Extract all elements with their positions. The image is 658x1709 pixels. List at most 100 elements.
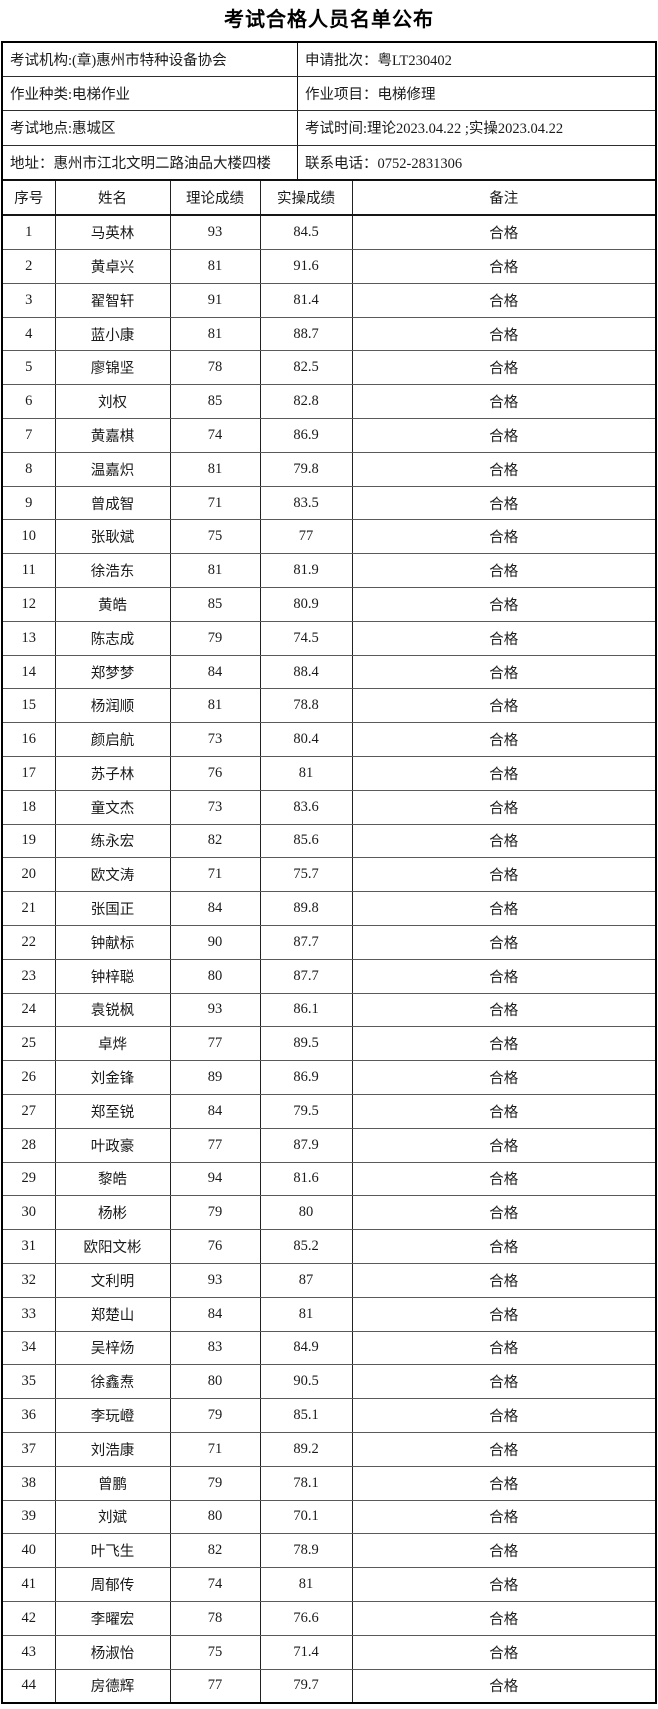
cell-serial: 12	[3, 587, 55, 622]
table-row: 14 郑梦梦 84 88.4 合格	[3, 655, 655, 690]
cell-remark: 合格	[351, 621, 655, 656]
cell-practical-score: 86.9	[259, 1060, 352, 1095]
cell-remark: 合格	[351, 1364, 655, 1400]
application-batch: 申请批次：粤LT230402	[297, 43, 655, 77]
address: 地址：惠州市江北文明二路油品大楼四楼	[10, 155, 271, 172]
exam-location: 考试地点:惠城区	[10, 121, 116, 138]
cell-remark: 合格	[351, 1466, 655, 1501]
cell-theory-score: 85	[169, 587, 260, 622]
cell-name: 徐鑫焘	[54, 1364, 170, 1400]
cell-name: 郑楚山	[54, 1297, 170, 1332]
cell-practical-score: 81	[259, 1567, 352, 1602]
cell-name: 杨润顺	[54, 688, 170, 724]
results-table: 序号 姓名 理论成绩 实操成绩 备注 1 马英林 93 84.5 合格 2 黄卓…	[3, 180, 655, 1703]
cell-serial: 42	[3, 1601, 55, 1636]
document-table: 考试机构:(章)惠州市特种设备协会 申请批次：粤LT230402 作业种类:电梯…	[1, 41, 657, 1705]
cell-serial: 3	[3, 283, 55, 318]
table-row: 15 杨润顺 81 78.8 合格	[3, 688, 655, 724]
cell-name: 廖锦坚	[54, 350, 170, 386]
table-row: 6 刘权 85 82.8 合格	[3, 384, 655, 420]
cell-practical-score: 70.1	[259, 1500, 352, 1535]
table-row: 40 叶飞生 82 78.9 合格	[3, 1533, 655, 1569]
cell-theory-score: 81	[169, 317, 260, 352]
table-row: 10 张耿斌 75 77 合格	[3, 519, 655, 555]
cell-remark: 合格	[351, 1229, 655, 1264]
table-row: 3 翟智轩 91 81.4 合格	[3, 283, 655, 318]
cell-remark: 合格	[351, 993, 655, 1028]
cell-remark: 合格	[351, 756, 655, 791]
table-row: 5 廖锦坚 78 82.5 合格	[3, 350, 655, 386]
column-header-name: 姓名	[54, 180, 170, 217]
cell-serial: 37	[3, 1432, 55, 1467]
table-row: 38 曾鹏 79 78.1 合格	[3, 1466, 655, 1501]
cell-serial: 35	[3, 1364, 55, 1400]
table-row: 9 曾成智 71 83.5 合格	[3, 486, 655, 521]
cell-practical-score: 85.6	[259, 824, 352, 859]
table-row: 28 叶政豪 77 87.9 合格	[3, 1128, 655, 1163]
cell-theory-score: 94	[169, 1162, 260, 1197]
cell-practical-score: 87.9	[259, 1128, 352, 1163]
cell-practical-score: 81	[259, 756, 352, 791]
cell-theory-score: 77	[169, 1669, 260, 1703]
cell-serial: 20	[3, 857, 55, 893]
cell-theory-score: 81	[169, 688, 260, 724]
cell-name: 杨淑怡	[54, 1635, 170, 1670]
cell-serial: 17	[3, 756, 55, 791]
cell-theory-score: 93	[169, 993, 260, 1028]
cell-theory-score: 74	[169, 418, 260, 453]
cell-theory-score: 80	[169, 959, 260, 994]
cell-serial: 6	[3, 384, 55, 420]
cell-theory-score: 77	[169, 1128, 260, 1163]
cell-practical-score: 87.7	[259, 959, 352, 994]
cell-practical-score: 88.4	[259, 655, 352, 690]
cell-practical-score: 89.8	[259, 891, 352, 926]
cell-practical-score: 89.2	[259, 1432, 352, 1467]
cell-practical-score: 79.5	[259, 1094, 352, 1129]
cell-remark: 合格	[351, 688, 655, 724]
cell-remark: 合格	[351, 215, 655, 251]
cell-serial: 4	[3, 317, 55, 352]
cell-theory-score: 84	[169, 1094, 260, 1129]
cell-serial: 24	[3, 993, 55, 1028]
cell-remark: 合格	[351, 587, 655, 622]
column-header-remark: 备注	[351, 180, 655, 217]
cell-remark: 合格	[351, 553, 655, 589]
cell-name: 欧文涛	[54, 857, 170, 893]
cell-practical-score: 87	[259, 1263, 352, 1298]
cell-theory-score: 81	[169, 249, 260, 284]
cell-theory-score: 84	[169, 891, 260, 926]
cell-practical-score: 82.8	[259, 384, 352, 420]
cell-remark: 合格	[351, 1162, 655, 1197]
table-row: 1 马英林 93 84.5 合格	[3, 215, 655, 251]
cell-theory-score: 79	[169, 1398, 260, 1433]
cell-theory-score: 91	[169, 283, 260, 318]
cell-remark: 合格	[351, 1297, 655, 1332]
cell-remark: 合格	[351, 1533, 655, 1569]
cell-name: 房德辉	[54, 1669, 170, 1703]
table-row: 29 黎皓 94 81.6 合格	[3, 1162, 655, 1197]
cell-remark: 合格	[351, 655, 655, 690]
cell-theory-score: 90	[169, 925, 260, 960]
cell-practical-score: 87.7	[259, 925, 352, 960]
cell-theory-score: 93	[169, 215, 260, 251]
table-row: 11 徐浩东 81 81.9 合格	[3, 553, 655, 589]
table-row: 34 吴梓炀 83 84.9 合格	[3, 1331, 655, 1366]
cell-serial: 5	[3, 350, 55, 386]
cell-name: 黎皓	[54, 1162, 170, 1197]
cell-serial: 31	[3, 1229, 55, 1264]
cell-name: 杨彬	[54, 1195, 170, 1231]
cell-theory-score: 82	[169, 824, 260, 859]
cell-theory-score: 80	[169, 1500, 260, 1535]
cell-practical-score: 86.9	[259, 418, 352, 453]
cell-name: 黄嘉棋	[54, 418, 170, 453]
table-row: 16 颜启航 73 80.4 合格	[3, 722, 655, 757]
cell-theory-score: 71	[169, 857, 260, 893]
cell-practical-score: 81.9	[259, 553, 352, 589]
table-row: 26 刘金锋 89 86.9 合格	[3, 1060, 655, 1095]
cell-theory-score: 78	[169, 1601, 260, 1636]
cell-practical-score: 90.5	[259, 1364, 352, 1400]
cell-serial: 23	[3, 959, 55, 994]
table-row: 22 钟献标 90 87.7 合格	[3, 925, 655, 960]
column-header-theory-score: 理论成绩	[169, 180, 260, 217]
